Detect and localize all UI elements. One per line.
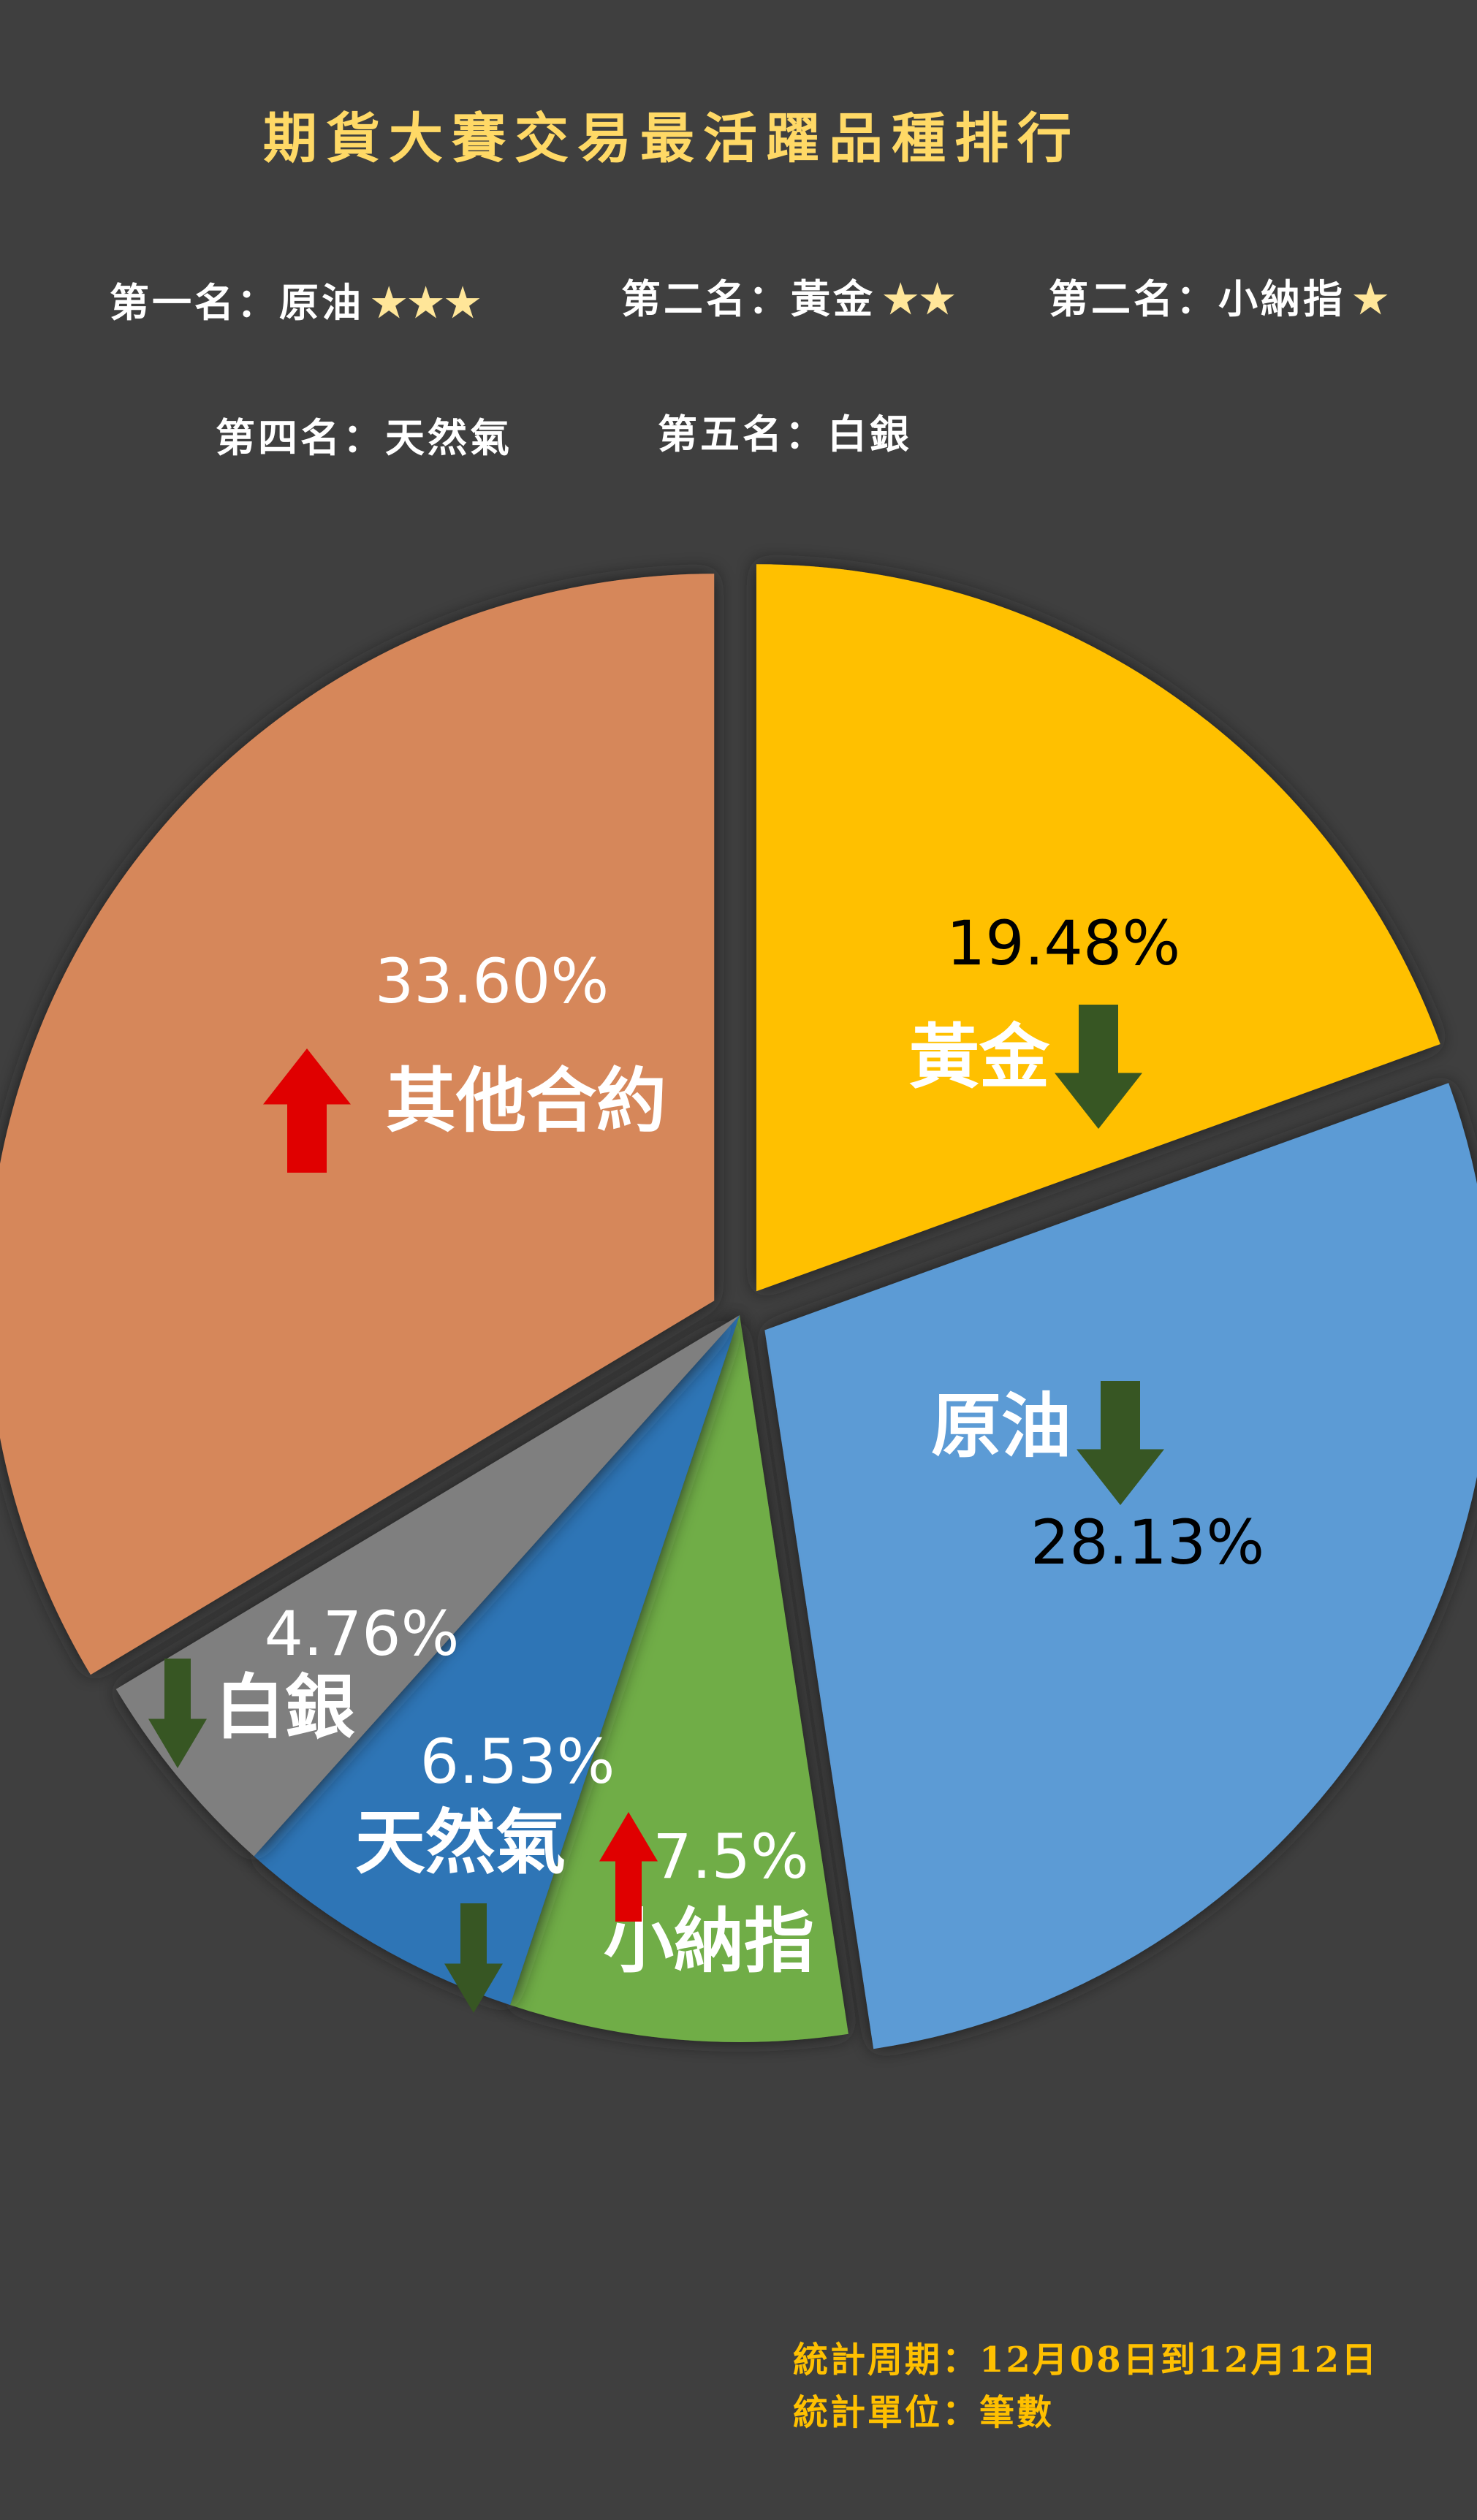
- pct-label-gold: 19.48%: [946, 907, 1180, 979]
- up-arrow-icon-other-contracts: [263, 1048, 351, 1173]
- pie-slice-silver: [115, 1315, 740, 1857]
- name-label-natural-gas: 天然氣: [355, 1801, 566, 1884]
- rank-first-label: 第一名：原油: [110, 279, 364, 326]
- rank-second-nasdaq: 第二名：小納指 ★: [1049, 267, 1389, 324]
- down-arrow-icon-gold: [1055, 1005, 1142, 1129]
- down-arrow-icon-crude-oil: [1077, 1381, 1164, 1505]
- rank-first: 第一名：原油 ★★★: [110, 270, 482, 328]
- pie-slice-other-contracts: [0, 574, 715, 1675]
- pie-slice-mini-nasdaq: [509, 1315, 848, 2042]
- name-label-gold: 黃金: [909, 1016, 1050, 1098]
- name-label-crude-oil: 原油: [931, 1385, 1071, 1467]
- pct-label-crude-oil: 28.13%: [1030, 1507, 1264, 1578]
- rank-second-gold: 第二名：黃金 ★★: [621, 267, 957, 324]
- pct-label-other-contracts: 33.60%: [375, 945, 609, 1017]
- pie-slice-crude-oil: [764, 1083, 1477, 2049]
- footer-unit: 統計單位：筆數: [793, 2392, 1055, 2433]
- rank-fifth: 第五名：白銀: [658, 402, 912, 460]
- rank-fifth-label: 第五名：白銀: [658, 411, 912, 457]
- pie-slice-natural-gas: [254, 1315, 740, 2006]
- pct-label-mini-nasdaq: 7.5%: [653, 1821, 808, 1892]
- name-label-other-contracts: 其他合約: [386, 1059, 667, 1142]
- rank-second-gold-stars: ★★: [883, 275, 957, 322]
- rank-fourth: 第四名：天然氣: [216, 406, 512, 463]
- down-arrow-icon-natural-gas: [444, 1903, 503, 2013]
- rank-second-nasdaq-stars: ★: [1353, 275, 1390, 322]
- rank-fourth-label: 第四名：天然氣: [216, 414, 512, 461]
- down-arrow-icon-silver: [148, 1659, 207, 1768]
- pct-label-silver: 4.76%: [265, 1598, 460, 1670]
- rank-second-gold-label: 第二名：黃金: [621, 275, 876, 322]
- pie-slice-gold: [756, 564, 1440, 1292]
- pct-label-natural-gas: 6.53%: [420, 1726, 615, 1797]
- up-arrow-icon-mini-nasdaq: [599, 1812, 658, 1922]
- rank-first-stars: ★★★: [371, 279, 482, 326]
- page-title: 期貨大賽交易最活躍品種排行: [263, 107, 1080, 170]
- name-label-silver: 白銀: [215, 1666, 355, 1748]
- footer-period: 統計周期：12月08日到12月12日: [793, 2340, 1379, 2380]
- rank-second-nasdaq-label: 第二名：小納指: [1049, 275, 1345, 322]
